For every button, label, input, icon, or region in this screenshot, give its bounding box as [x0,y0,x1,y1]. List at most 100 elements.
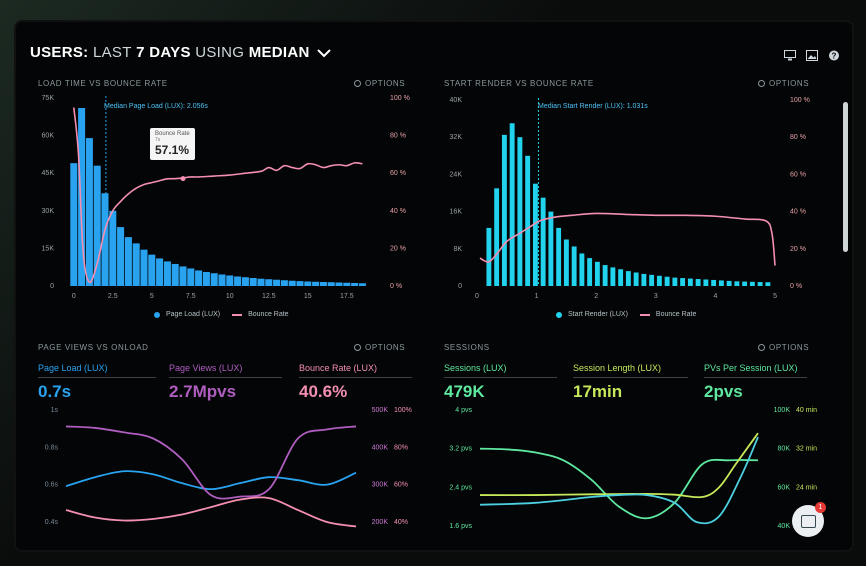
chat-button[interactable]: 1 [792,502,826,537]
y-tick-right: 100 % [790,97,810,104]
bar [241,277,249,286]
options-button-load-time[interactable]: OPTIONS [354,79,405,88]
y-tick-right: 60 % [790,171,806,178]
metric-value-page-views: 2.7Mpvs [169,382,237,401]
options-button-page-views[interactable]: OPTIONS [354,343,405,352]
bar [179,266,187,286]
bar [711,279,717,286]
y-tick-right-b: 32 min [796,446,817,453]
y-tick-right-a: 400K [372,444,389,451]
metric-divider [704,377,807,378]
metric-label-bounce-rate: Bounce Rate (LUX) [299,363,378,373]
bar [680,278,686,286]
image-icon[interactable] [806,48,818,61]
bar [672,277,678,286]
bar [257,278,265,286]
bar [140,249,148,286]
metric-label-session-length: Session Length (LUX) [573,363,662,373]
y-tick-right: 80 % [390,133,406,140]
y-tick-left: 4 pvs [455,407,472,414]
x-tick: 0 [72,293,76,300]
x-tick: 17.5 [340,293,354,300]
bar [312,281,320,286]
bar [148,254,156,286]
metric-value-session-length: 17min [573,382,623,401]
bar [703,279,709,286]
metric-value-page-load: 0.7s [38,382,72,401]
chart-start-render: 40K 32K 24K 16K 8K 0 100 % 80 % 60 % 40 % 20 % 0 % 0… [450,97,810,300]
bar [163,261,171,286]
x-tick: 4 [713,293,717,300]
bar [101,193,109,286]
bar [187,268,195,286]
bar [633,272,639,286]
legend-label-page-load: Page Load (LUX) [166,311,221,318]
y-tick-left: 40K [450,97,463,104]
monitor-icon[interactable] [784,48,796,61]
metric-label-sessions: Sessions (LUX) [444,363,507,373]
y-tick-right-a: 500K [372,407,389,414]
bar [358,283,366,286]
options-button-sessions[interactable]: OPTIONS [758,343,809,352]
x-tick: 2 [594,293,598,300]
x-tick: 0 [475,293,479,300]
scrollbar[interactable] [843,102,848,252]
bar [171,263,179,286]
bar [571,246,577,286]
metric-value-pvs-per-session: 2pvs [704,382,743,401]
legend-swatch-bounce-rate [639,313,650,316]
legend-label-bounce-rate: Bounce Rate [655,311,697,318]
bar [273,279,281,286]
legend-start-render: Start Render (LUX) Bounce Rate [556,311,696,318]
series-line-1 [65,425,357,500]
options-button-start-render[interactable]: OPTIONS [758,79,809,88]
legend-swatch-start-render [556,311,562,318]
y-tick-left: 24K [450,171,463,178]
bar [618,269,624,286]
y-tick-right-a: 300K [372,482,389,489]
bar [85,138,93,286]
bar [765,282,771,286]
y-tick-left: 0 [50,283,54,290]
legend-label-bounce-rate: Bounce Rate [248,311,289,318]
bar [718,280,724,286]
page-title[interactable]: USERS: LAST 7 DAYS USING MEDIAN [30,44,332,61]
series-line-0 [65,470,357,491]
title-last: LAST [92,44,132,61]
help-icon[interactable]: ? [828,48,840,61]
chat-badge: 1 [815,502,826,513]
x-tick: 5 [150,293,154,300]
tooltip-point [180,176,186,182]
series-line-0 [479,447,759,520]
chevron-down-icon[interactable] [316,48,332,58]
tooltip-sub: 7s [155,137,161,143]
bar [78,108,86,286]
y-tick-right: 0 % [790,283,802,290]
y-tick-left: 45K [42,170,55,177]
dashboard-screen: USERS: LAST 7 DAYS USING MEDIAN ? LOAD T… [16,22,852,550]
title-metric: MEDIAN [248,44,310,61]
bar [335,282,343,286]
y-tick-left: 0.8s [45,444,59,451]
y-tick-right: 20 % [790,246,806,253]
bar [610,267,616,286]
metric-label-page-views: Page Views (LUX) [169,363,243,373]
x-tick: 3 [654,293,658,300]
metric-label-page-load: Page Load (LUX) [38,363,108,373]
bar [486,227,492,286]
x-tick: 12.5 [262,293,276,300]
y-tick-right-a: 60K [778,484,791,491]
x-tick: 2.5 [108,293,118,300]
y-tick-right: 100 % [390,95,410,102]
y-tick-right: 60 % [390,170,406,177]
bar [742,281,748,286]
bar [749,281,755,286]
bar [218,274,226,286]
bar [280,280,288,286]
x-tick: 1 [535,293,539,300]
bar [532,183,538,286]
bar [156,258,164,286]
y-tick-right: 40 % [390,208,406,215]
x-tick: 10 [226,293,234,300]
metric-label-pvs-per-session: PVs Per Session (LUX) [704,363,798,373]
